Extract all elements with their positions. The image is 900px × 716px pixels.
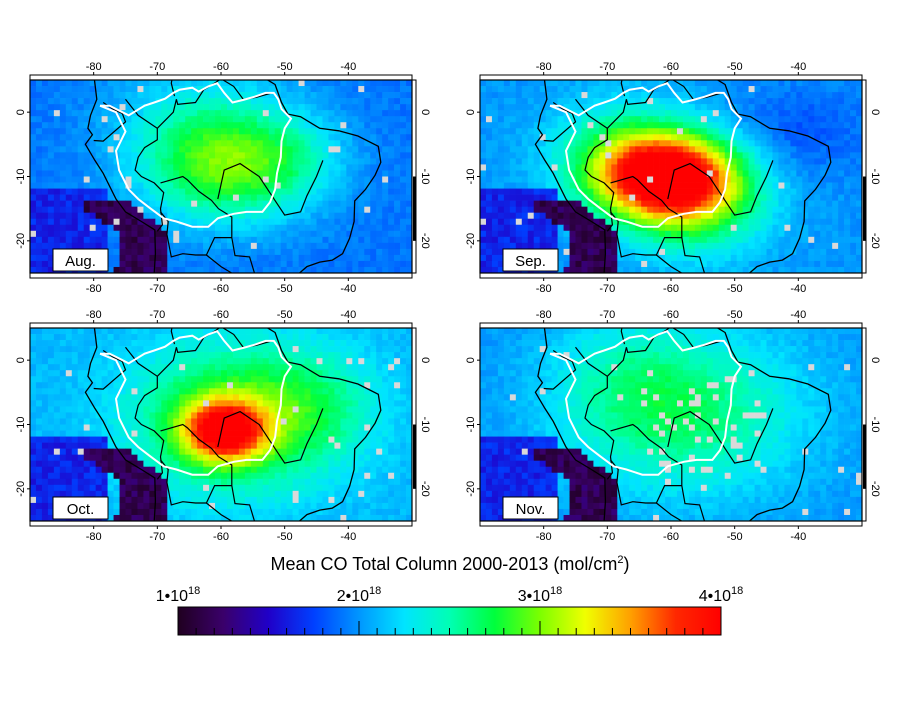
month-label: Aug. [53,249,108,271]
colorbar-title: Mean CO Total Column 2000-2013 (mol/cm2) [271,554,630,574]
colorbar-label: 4•1018 [699,585,744,605]
lat-tick-label: -10 [465,169,477,185]
co-grid [480,80,862,273]
lon-tick-label: -50 [277,309,293,321]
svg-text:Aug.: Aug. [65,253,96,270]
lon-tick-label: -80 [86,309,102,321]
lon-tick-label: -80 [86,61,102,73]
lat-tick-label: -20 [419,233,431,249]
co-grid [480,328,862,521]
lon-tick-label: -40 [790,531,806,543]
lon-tick-label: -60 [213,309,229,321]
lon-tick-label: -70 [599,283,615,295]
lon-tick-label: -60 [663,531,679,543]
month-label: Nov. [503,497,558,519]
frame-border-right-segment [863,177,866,241]
lat-tick-label: 0 [15,109,27,115]
map-panel: -80 -80 -70 -70 -60 -60 -50 -50 -40 -40 0 0 -10 -10 -2… [465,48,881,295]
frame-border-top [30,75,412,80]
lon-tick-label: -60 [213,531,229,543]
lat-tick-label: -10 [465,417,477,433]
lon-tick-label: -60 [663,283,679,295]
lon-tick-label: -60 [663,309,679,321]
month-label: Sep. [503,249,558,271]
lon-tick-label: -50 [277,531,293,543]
lon-tick-label: -40 [340,283,356,295]
colorbar-labels: 1•1018 2•1018 3•1018 4•1018 [156,585,744,605]
lon-tick-label: -70 [149,61,165,73]
lon-tick-label: -70 [149,531,165,543]
lon-tick-label: -40 [340,309,356,321]
lon-tick-label: -50 [727,531,743,543]
lat-tick-label: -20 [869,233,881,249]
colorbar-label: 1•1018 [156,585,201,605]
lon-tick-label: -70 [599,61,615,73]
co-grid [30,328,412,521]
frame-border-bottom [480,521,862,526]
lon-tick-label: -70 [599,531,615,543]
lat-tick-label: 0 [465,357,477,363]
co-grid [30,80,412,273]
lon-tick-label: -60 [213,283,229,295]
month-label: Oct. [53,497,108,519]
colorbar-label: 3•1018 [518,585,563,605]
lat-tick-label: -10 [15,417,27,433]
lon-tick-label: -40 [790,283,806,295]
frame-border-right-segment [863,425,866,489]
lat-tick-label: 0 [869,357,881,363]
lon-tick-label: -80 [536,531,552,543]
lon-tick-label: -60 [663,61,679,73]
lon-tick-label: -50 [277,61,293,73]
lon-tick-label: -70 [149,309,165,321]
lon-tick-label: -80 [86,531,102,543]
lon-tick-label: -80 [536,283,552,295]
lon-tick-label: -50 [277,283,293,295]
lat-tick-label: -10 [419,417,431,433]
lon-tick-label: -70 [599,309,615,321]
frame-border-top [30,323,412,328]
lat-tick-label: -20 [15,233,27,249]
frame-border-right-segment [413,177,416,241]
colorbar-label: 2•1018 [337,585,382,605]
lon-tick-label: -40 [340,531,356,543]
frame-border-top [480,75,862,80]
lon-tick-label: -40 [790,309,806,321]
lon-tick-label: -60 [213,61,229,73]
lat-tick-label: -20 [465,233,477,249]
lat-tick-label: 0 [465,109,477,115]
lon-tick-label: -80 [86,283,102,295]
map-panel: -80 -80 -70 -70 -60 -60 -50 -50 -40 -40 0 0 -10 -10 -2… [15,296,431,543]
lon-tick-label: -50 [727,283,743,295]
lon-tick-label: -70 [149,283,165,295]
lon-tick-label: -40 [340,61,356,73]
lat-tick-label: -20 [869,481,881,497]
map-panel: -80 -80 -70 -70 -60 -60 -50 -50 -40 -40 0 0 -10 -10 -2… [15,48,431,295]
lat-tick-label: -10 [419,169,431,185]
lat-tick-label: -20 [465,481,477,497]
lat-tick-label: -10 [869,417,881,433]
lon-tick-label: -50 [727,61,743,73]
lon-tick-label: -50 [727,309,743,321]
lat-tick-label: 0 [869,109,881,115]
lat-tick-label: 0 [419,109,431,115]
frame-border-top [480,323,862,328]
lat-tick-label: 0 [15,357,27,363]
frame-border-bottom [30,521,412,526]
frame-border-right-segment [413,425,416,489]
map-panels: -80 -80 -70 -70 -60 -60 -50 -50 -40 -40 0 0 -10 -10 -2… [15,48,881,543]
lat-tick-label: 0 [419,357,431,363]
map-panel: -80 -80 -70 -70 -60 -60 -50 -50 -40 -40 0 0 -10 -10 -2… [465,296,881,543]
svg-text:Sep.: Sep. [515,253,546,270]
lon-tick-label: -80 [536,309,552,321]
lat-tick-label: -20 [15,481,27,497]
frame-border-bottom [30,273,412,278]
lat-tick-label: -20 [419,481,431,497]
frame-border-bottom [480,273,862,278]
lat-tick-label: -10 [15,169,27,185]
lat-tick-label: -10 [869,169,881,185]
lon-tick-label: -40 [790,61,806,73]
lon-tick-label: -80 [536,61,552,73]
